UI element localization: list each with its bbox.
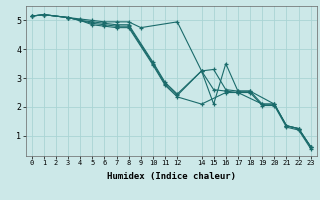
X-axis label: Humidex (Indice chaleur): Humidex (Indice chaleur) (107, 172, 236, 181)
